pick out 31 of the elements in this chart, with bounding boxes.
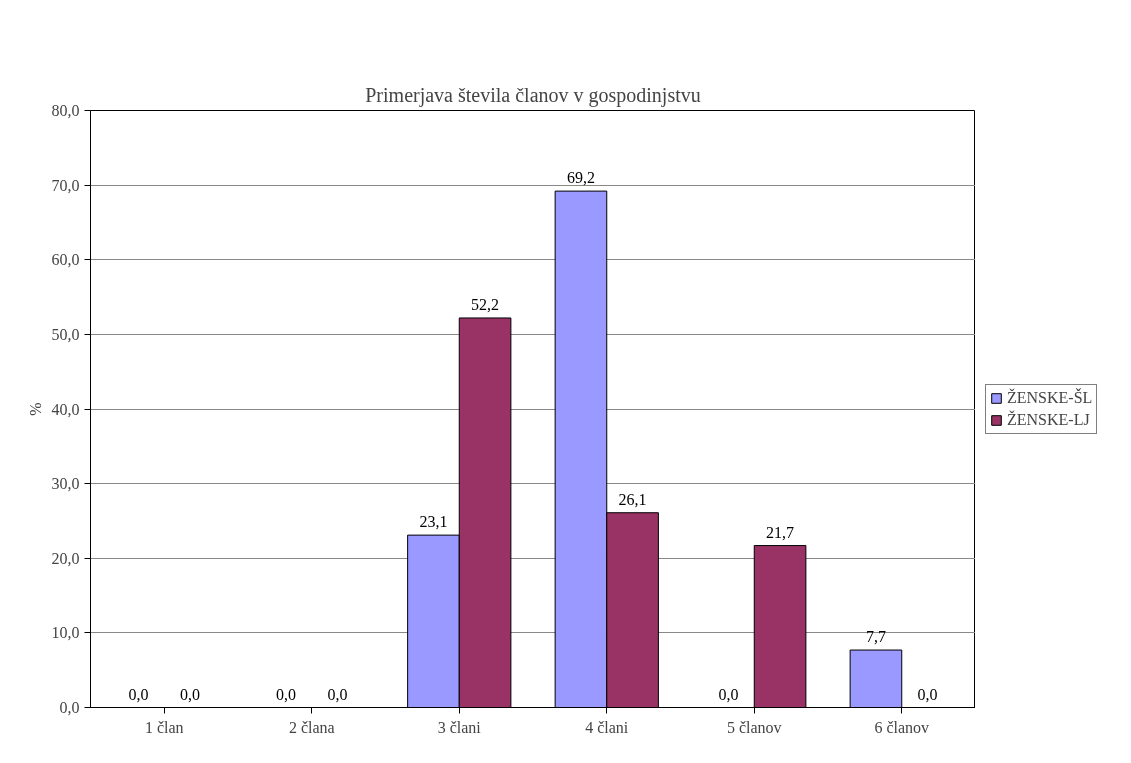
y-axis-title: % [26,402,44,416]
x-tick-label: 2 člana [288,718,335,736]
x-tick-label: 6 članov [874,718,930,736]
y-tick-label: 40,0 [51,400,80,418]
chart-title: Primerjava števila članov v gospodinjstvu [365,83,701,107]
y-tick-label: 70,0 [51,176,80,194]
x-tick-label: 1 član [144,718,184,736]
x-tick-label: 3 člani [437,718,482,736]
data-label: 0,0 [718,685,739,703]
data-label: 0,0 [917,685,938,703]
x-tick-label: 4 člani [585,718,629,736]
data-label: 0,0 [128,685,149,703]
y-tick-label: 20,0 [51,549,80,567]
data-label: 69,2 [566,169,595,187]
x-tick-label: 5 članov [726,718,782,736]
data-label: 52,2 [471,295,500,313]
y-tick-label: 0,0 [59,699,80,716]
y-tick-label: 80,0 [51,102,80,119]
y-tick-label: 30,0 [51,475,80,493]
data-label: 23,1 [419,513,448,531]
data-label: 0,0 [180,685,201,703]
y-tick-label: 50,0 [51,325,80,343]
data-label: 26,1 [618,490,647,508]
data-label: 7,7 [865,628,886,646]
data-label: 0,0 [327,685,348,703]
data-label: 0,0 [275,685,296,703]
legend-label: ŽENSKE-ŠL [1007,388,1093,407]
y-tick-label: 10,0 [51,624,80,642]
y-tick-label: 60,0 [51,251,80,269]
data-label: 21,7 [766,523,795,541]
legend-label: ŽENSKE-LJ [1007,410,1090,429]
